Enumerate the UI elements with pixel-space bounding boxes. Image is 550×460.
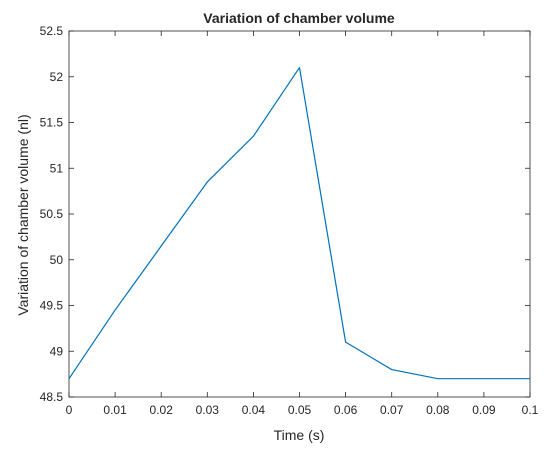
- x-tick-label: 0.01: [103, 403, 127, 417]
- series-line: [68, 66, 530, 380]
- x-axis-label: Time (s): [274, 427, 325, 443]
- y-tick-label: 50: [50, 253, 64, 267]
- x-tick-label: 0.08: [426, 403, 450, 417]
- x-tick-label: 0.05: [288, 403, 312, 417]
- y-tick-label: 52: [50, 70, 64, 84]
- y-tick-label: 48.5: [40, 390, 64, 404]
- y-tick-label: 50.5: [40, 207, 64, 221]
- y-axis-label: Variation of chamber volume (nl): [15, 114, 31, 315]
- x-tick-label: 0.02: [150, 403, 174, 417]
- x-tick-label: 0.09: [472, 403, 496, 417]
- series-group: [68, 66, 530, 380]
- y-tick-label: 51: [50, 161, 64, 175]
- axes: 0 0.01 0.02 0.03 0.04 0.05 0.06 0.07 0.08 0.09 0.1…: [40, 24, 539, 417]
- chart-title: Variation of chamber volume: [203, 10, 395, 26]
- x-tick-label: 0.03: [196, 403, 220, 417]
- x-tick-label: 0.06: [334, 403, 358, 417]
- x-tick-label: 0.04: [242, 403, 266, 417]
- y-tick-label: 51.5: [40, 116, 64, 130]
- x-tick-label: 0: [66, 403, 73, 417]
- plot-area: [68, 30, 531, 398]
- y-tick-label: 49: [50, 344, 64, 358]
- x-tick-label: 0.1: [522, 403, 539, 417]
- y-tick-label: 49.5: [40, 299, 64, 313]
- x-tick-label: 0.07: [380, 403, 404, 417]
- y-tick-label: 52.5: [40, 24, 64, 38]
